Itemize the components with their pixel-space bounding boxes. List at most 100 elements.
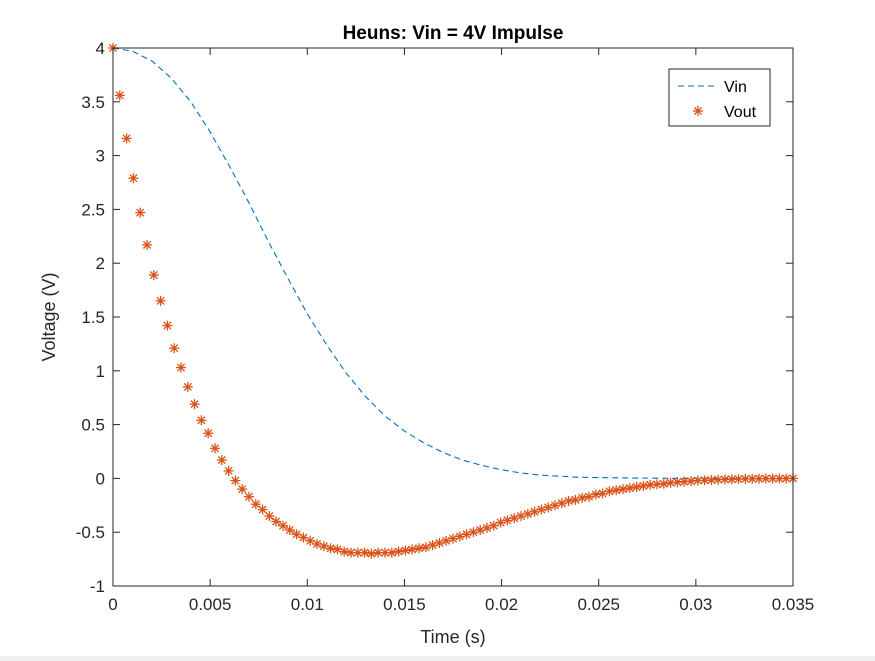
y-tick-label: 1 bbox=[96, 362, 105, 381]
data-point-vout bbox=[162, 320, 173, 331]
data-point-vout bbox=[142, 239, 152, 250]
data-point-vout bbox=[366, 548, 377, 559]
data-point-vout bbox=[155, 295, 166, 306]
data-point-vout bbox=[121, 133, 132, 144]
data-point-vout bbox=[604, 486, 615, 497]
data-point-vout bbox=[686, 476, 696, 487]
data-point-vout bbox=[128, 173, 139, 184]
data-point-vout bbox=[482, 522, 492, 533]
legend-vin-label: Vin bbox=[724, 79, 747, 96]
data-point-vout bbox=[312, 539, 322, 550]
y-tick-label: 3.5 bbox=[81, 93, 105, 112]
data-point-vout bbox=[264, 511, 275, 522]
data-point-vout bbox=[114, 90, 125, 101]
data-point-vout bbox=[223, 465, 234, 476]
data-point-vout bbox=[169, 343, 180, 354]
data-point-vout bbox=[196, 415, 207, 426]
data-point-vout bbox=[624, 483, 635, 494]
data-point-vout bbox=[556, 498, 567, 509]
data-point-vout bbox=[189, 399, 200, 410]
x-tick-label: 0.03 bbox=[679, 595, 712, 614]
data-point-vout bbox=[318, 541, 329, 552]
data-point-vout bbox=[441, 535, 452, 546]
data-point-vout bbox=[427, 540, 438, 551]
series-layer bbox=[108, 43, 798, 559]
data-point-vout bbox=[550, 500, 560, 511]
y-tick-label: 0 bbox=[96, 469, 105, 488]
data-point-vout bbox=[414, 543, 424, 554]
x-axis-label: Time (s) bbox=[420, 627, 485, 647]
data-point-vout bbox=[176, 362, 186, 373]
data-point-vout bbox=[713, 474, 724, 485]
data-point-vout bbox=[590, 489, 601, 500]
y-axis-label: Voltage (V) bbox=[39, 272, 59, 361]
data-point-vout bbox=[631, 482, 642, 493]
data-point-vout bbox=[488, 520, 499, 531]
y-axis-ticks: -1 -0.5 0 0.5 1 1.5 2 2.5 3 3.5 4 bbox=[76, 39, 793, 596]
data-point-vout bbox=[597, 488, 608, 499]
y-tick-label: 2 bbox=[96, 254, 105, 273]
y-tick-label: 1.5 bbox=[81, 308, 105, 327]
data-point-vout bbox=[393, 546, 404, 557]
x-axis-ticks: 0 0.005 0.01 0.015 0.02 0.025 0.03 0.035 bbox=[108, 48, 814, 614]
axes-background bbox=[113, 48, 793, 586]
data-point-vout bbox=[250, 499, 261, 510]
data-point-vout bbox=[543, 502, 554, 513]
data-point-vout bbox=[522, 508, 533, 519]
data-point-vout bbox=[509, 513, 520, 524]
x-tick-label: 0.02 bbox=[485, 595, 518, 614]
data-point-vout bbox=[210, 443, 220, 454]
data-point-vout bbox=[257, 504, 268, 515]
data-point-vout bbox=[516, 511, 526, 522]
data-point-vout bbox=[237, 484, 248, 495]
data-point-vout bbox=[645, 479, 656, 490]
y-tick-label: -1 bbox=[90, 577, 105, 596]
data-point-vout bbox=[386, 547, 397, 558]
data-point-vout bbox=[284, 525, 295, 536]
data-point-vout bbox=[577, 492, 588, 503]
x-tick-label: 0 bbox=[108, 595, 117, 614]
data-point-vout bbox=[448, 533, 458, 544]
data-point-vout bbox=[468, 527, 479, 538]
plot-area bbox=[113, 48, 793, 586]
data-point-vout bbox=[638, 480, 649, 491]
data-point-vout bbox=[407, 544, 418, 555]
data-point-vout bbox=[244, 491, 254, 502]
data-point-vout bbox=[461, 529, 472, 540]
data-point-vout bbox=[536, 504, 547, 515]
y-tick-label: -0.5 bbox=[76, 523, 105, 542]
data-point-vout bbox=[148, 270, 159, 281]
y-tick-label: 3 bbox=[96, 147, 105, 166]
data-point-vout bbox=[400, 545, 411, 556]
data-point-vout bbox=[135, 207, 146, 218]
y-tick-label: 4 bbox=[96, 39, 105, 58]
data-point-vout bbox=[454, 531, 465, 542]
data-point-vout bbox=[563, 496, 574, 506]
legend-vout-marker-icon bbox=[693, 106, 703, 116]
x-tick-label: 0.015 bbox=[383, 595, 426, 614]
data-point-vout bbox=[203, 428, 214, 439]
data-point-vout bbox=[182, 381, 193, 392]
legend: Vin Vout bbox=[668, 68, 771, 127]
data-point-vout bbox=[305, 535, 316, 546]
data-point-vout bbox=[216, 455, 227, 466]
data-point-vout bbox=[475, 525, 486, 536]
data-point-vout bbox=[529, 506, 540, 517]
data-point-vout bbox=[611, 485, 622, 496]
x-tick-label: 0.005 bbox=[189, 595, 232, 614]
data-point-vout bbox=[271, 516, 282, 527]
data-point-vout bbox=[672, 477, 683, 488]
chart-title: Heuns: Vin = 4V Impulse bbox=[343, 23, 564, 44]
y-tick-label: 0.5 bbox=[81, 416, 105, 435]
data-point-vout bbox=[278, 520, 288, 531]
data-point-vout bbox=[420, 542, 431, 553]
data-point-vout bbox=[618, 484, 628, 495]
data-point-vout bbox=[434, 537, 445, 548]
data-point-vout bbox=[332, 544, 343, 555]
data-point-vout bbox=[230, 475, 241, 486]
data-point-vout bbox=[495, 517, 506, 528]
axes-frame bbox=[112, 47, 794, 587]
data-point-vout bbox=[570, 494, 581, 505]
